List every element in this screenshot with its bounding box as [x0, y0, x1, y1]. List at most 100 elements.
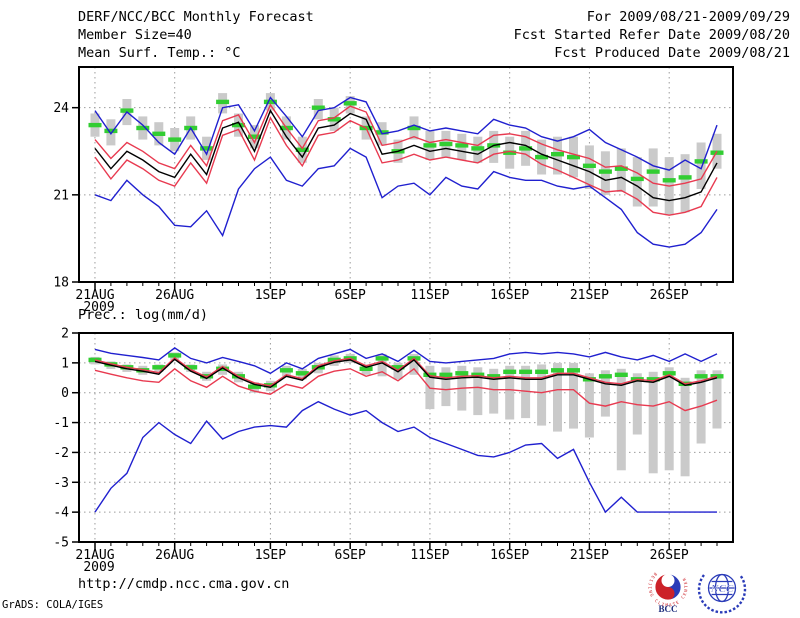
- observation-dash: [694, 374, 708, 379]
- observation-dash: [598, 169, 612, 174]
- axis-labels: 18 21 24 21AUG 26AUG 1SEP 6SEP 11SEP 16SEP 21SEP 2…: [53, 101, 718, 315]
- ncc-logo: NCC: [697, 573, 747, 614]
- y-tick-label: 21: [53, 188, 69, 203]
- climatology-spread-bar: [664, 367, 674, 471]
- observation-dashes: [88, 99, 724, 183]
- observation-dash: [646, 169, 660, 174]
- climatology-spread-bar: [648, 148, 658, 207]
- x-tick-label: 16SEP: [490, 548, 529, 563]
- climatology-spread-bar: [569, 362, 578, 429]
- bcc-logo: BEIJING CLIMATE CENTER BCC: [647, 572, 687, 614]
- agency-logos: BEIJING CLIMATE CENTER BCC NCC: [647, 572, 747, 614]
- y-tick-label: -1: [53, 416, 69, 431]
- member-size-label: Member Size=40: [78, 27, 192, 43]
- grads-credit: GrADS: COLA/IGES: [2, 599, 104, 611]
- precipitation-chart: 2 1 0 -1 -2 -3 -4 -5 21AUG 26AUG 1SEP 6SEP 11SEP 16SE…: [53, 327, 734, 575]
- observation-dash: [216, 99, 230, 105]
- observation-dash: [136, 125, 150, 131]
- axis-labels: 2 1 0 -1 -2 -3 -4 -5 21AUG 26AUG 1SEP 6SEP 11SEP 16SE…: [53, 327, 718, 575]
- x-tick-label: 6SEP: [335, 548, 366, 563]
- observation-dash: [519, 146, 533, 151]
- observation-dash: [503, 369, 517, 374]
- series-ensemble-mean-line: [94, 109, 718, 202]
- series-lower-bound-line: [94, 367, 718, 412]
- produced-date-label: Fcst Produced Date 2009/08/21: [554, 45, 790, 61]
- climatology-spread-bar: [441, 367, 451, 407]
- climatology-spread-bar: [712, 370, 722, 429]
- x-tick-label: 1SEP: [255, 288, 286, 303]
- observation-dash: [535, 369, 549, 374]
- series-ensemble-max-line: [94, 347, 718, 375]
- observation-dash: [120, 108, 134, 113]
- y-tick-label: -3: [53, 476, 69, 491]
- x-tick-label: 21SEP: [570, 288, 609, 303]
- y-tick-label: 18: [53, 276, 69, 291]
- climatology-spread-bar: [409, 353, 419, 375]
- observation-dash: [343, 101, 357, 106]
- x-tick-label: 1SEP: [255, 548, 286, 563]
- observation-dash: [598, 374, 612, 379]
- chart-frame: [78, 66, 734, 283]
- observation-dash: [455, 371, 469, 376]
- x-tick-label: 21AUG: [75, 288, 114, 303]
- observation-dash: [614, 372, 628, 377]
- x-tick-label: 26SEP: [650, 288, 689, 303]
- ncc-label: NCC: [710, 583, 734, 595]
- observation-dash: [232, 122, 245, 128]
- observation-dash: [423, 143, 437, 148]
- observation-dash: [535, 154, 549, 160]
- climatology-spread-bar: [632, 157, 642, 207]
- observation-dash: [551, 368, 564, 373]
- climatology-spread-bar: [584, 373, 594, 438]
- observation-dash: [104, 128, 118, 134]
- forecast-range-label: For 2009/08/21-2009/09/29: [586, 9, 790, 25]
- observation-dash: [567, 154, 580, 160]
- source-url: http://cmdp.ncc.cma.gov.cn: [78, 576, 290, 592]
- x-tick-label: 26AUG: [155, 548, 194, 563]
- observation-dash: [295, 147, 309, 152]
- ncc-wreath-icon: [697, 574, 747, 614]
- observation-dash: [248, 134, 261, 139]
- observation-dash: [503, 150, 517, 155]
- x-tick-label: 11SEP: [410, 548, 449, 563]
- series-ensemble-max-line: [94, 96, 718, 171]
- series-ensemble-min-line: [94, 147, 718, 248]
- observation-dash: [694, 159, 708, 164]
- observation-dash: [311, 105, 325, 110]
- series-ensemble-min-line: [94, 400, 717, 514]
- observation-dash: [200, 146, 214, 151]
- observation-dash: [630, 176, 644, 182]
- observation-dash: [471, 146, 485, 151]
- bcc-label: BCC: [658, 604, 677, 614]
- observation-dash: [614, 166, 628, 171]
- observation-dash: [184, 365, 198, 370]
- climatology-spread-bar: [489, 368, 499, 414]
- series-upper-bound-line: [94, 356, 718, 387]
- year-label: 2009: [83, 560, 114, 575]
- series-lower-bound-line: [94, 116, 718, 216]
- observation-dash: [678, 175, 692, 180]
- x-tick-label: 16SEP: [490, 288, 529, 303]
- observation-dash: [391, 365, 405, 370]
- climatology-spread-bar: [505, 365, 515, 420]
- observation-dash: [248, 384, 261, 389]
- observation-dash: [519, 369, 533, 374]
- observation-dash: [375, 356, 389, 361]
- climatology-spread-bar: [680, 377, 690, 477]
- observation-dash: [279, 368, 293, 373]
- climatology-spread-bar: [521, 365, 531, 419]
- temperature-chart: 18 21 24 21AUG 26AUG 1SEP 6SEP 11SEP 16SEP 21SEP 2…: [53, 66, 734, 315]
- observation-dash: [662, 178, 676, 183]
- climatology-spread-bar: [553, 362, 562, 432]
- observation-dash: [439, 141, 453, 147]
- observation-dash: [295, 371, 309, 376]
- climatology-spread-bar: [616, 368, 626, 471]
- observation-dash: [168, 137, 182, 142]
- climatology-spread-bar: [377, 353, 387, 377]
- observation-dash: [327, 117, 341, 122]
- observation-dash: [439, 372, 453, 377]
- ncc-globe-icon: [707, 573, 737, 603]
- y-tick-label: 24: [53, 101, 69, 116]
- x-tick-label: 21SEP: [570, 548, 609, 563]
